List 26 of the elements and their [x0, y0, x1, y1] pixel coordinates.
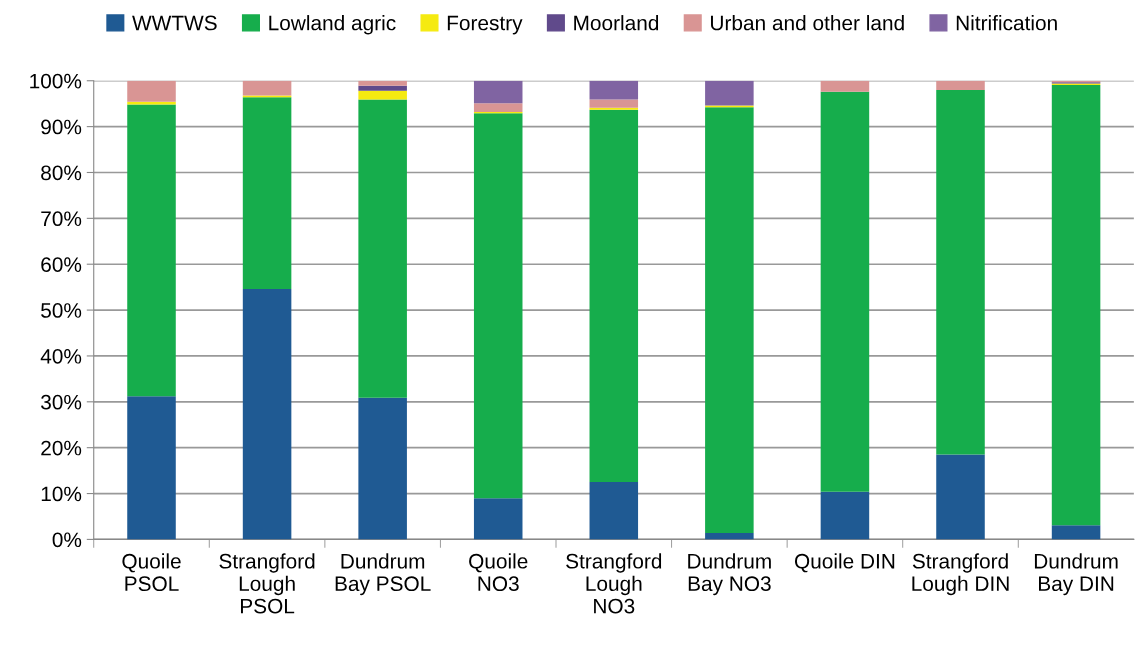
y-tick-label: 0% — [52, 532, 82, 548]
legend-label: Nitrification — [956, 15, 1057, 31]
y-tick-label: 50% — [41, 303, 82, 318]
y-tick-label: 20% — [41, 440, 82, 456]
y-tick-label: 100% — [30, 73, 82, 89]
x-tick-label: Strangford Lough DIN — [912, 553, 1009, 596]
y-tick-label: 80% — [41, 165, 82, 181]
x-tick-label: Strangford Lough PSOL — [219, 553, 315, 614]
y-tick-label: 70% — [41, 211, 82, 227]
x-tick-label: Dundrum Bay DIN — [1034, 553, 1118, 596]
legend-label: WWTWS — [132, 15, 217, 31]
x-tick-label: Dundrum Bay PSOL — [335, 553, 431, 596]
x-tick-label: Quoile NO3 — [469, 553, 528, 592]
legend-label: Moorland — [574, 15, 659, 31]
y-tick-label: 40% — [40, 348, 82, 364]
x-tick-label: Dundrum Bay NO3 — [688, 553, 771, 596]
y-tick-label: 60% — [41, 257, 82, 272]
y-tick-label: 90% — [41, 119, 82, 135]
legend-label: Forestry — [447, 15, 523, 35]
legend-label: Urban and other land — [711, 15, 904, 31]
legend-label: Lowland agric — [269, 15, 396, 35]
x-tick-label: Quoile DIN — [794, 553, 895, 573]
y-tick-label: 10% — [41, 486, 82, 502]
x-tick-label: Strangford Lough NO3 — [566, 553, 662, 614]
y-tick-label: 30% — [41, 394, 82, 410]
x-tick-label: Quoile PSOL — [122, 553, 181, 592]
